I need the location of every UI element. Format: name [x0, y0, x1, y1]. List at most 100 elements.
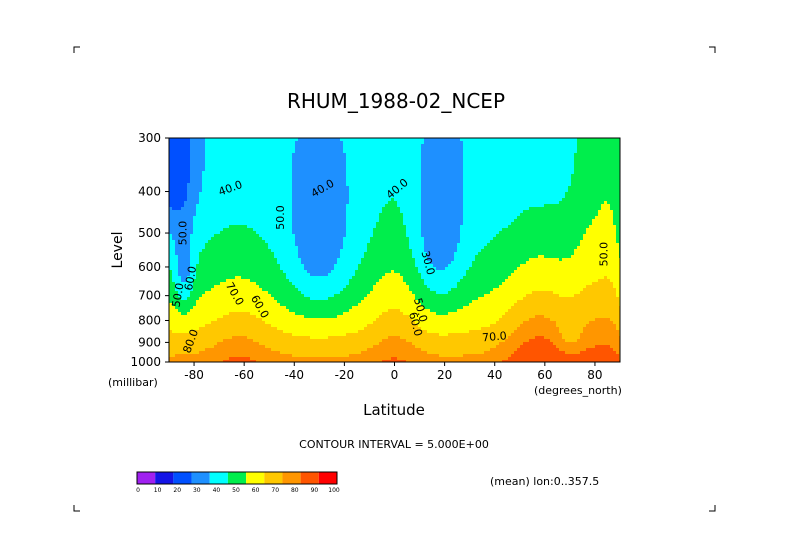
- contour-cell: [319, 231, 322, 234]
- contour-cell: [271, 351, 274, 354]
- contour-cell: [181, 324, 184, 327]
- contour-cell: [337, 252, 340, 255]
- contour-cell: [328, 249, 331, 252]
- contour-cell: [172, 267, 175, 270]
- contour-cell: [214, 222, 217, 225]
- contour-cell: [169, 321, 172, 324]
- contour-cell: [355, 327, 358, 330]
- contour-cell: [313, 183, 316, 186]
- contour-cell: [259, 318, 262, 321]
- contour-cell: [340, 348, 343, 351]
- contour-cell: [280, 180, 283, 183]
- contour-cell: [175, 342, 178, 345]
- contour-cell: [262, 159, 265, 162]
- contour-cell: [307, 285, 310, 288]
- contour-cell: [355, 354, 358, 357]
- contour-cell: [211, 138, 214, 141]
- contour-cell: [241, 144, 244, 147]
- contour-cell: [358, 267, 361, 270]
- contour-cell: [175, 270, 178, 273]
- contour-cell: [187, 153, 190, 156]
- contour-cell: [175, 261, 178, 264]
- contour-cell: [229, 207, 232, 210]
- contour-cell: [274, 258, 277, 261]
- contour-cell: [322, 318, 325, 321]
- contour-cell: [196, 231, 199, 234]
- contour-cell: [205, 288, 208, 291]
- contour-cell: [235, 354, 238, 357]
- contour-cell: [250, 216, 253, 219]
- contour-cell: [172, 219, 175, 222]
- contour-cell: [367, 243, 370, 246]
- contour-cell: [334, 162, 337, 165]
- contour-cell: [202, 177, 205, 180]
- contour-cell: [208, 306, 211, 309]
- contour-cell: [319, 360, 322, 362]
- contour-cell: [343, 165, 346, 168]
- contour-cell: [211, 213, 214, 216]
- contour-cell: [235, 285, 238, 288]
- contour-cell: [343, 249, 346, 252]
- contour-cell: [250, 222, 253, 225]
- contour-cell: [226, 192, 229, 195]
- contour-cell: [262, 267, 265, 270]
- contour-cell: [193, 162, 196, 165]
- contour-cell: [349, 282, 352, 285]
- contour-cell: [343, 219, 346, 222]
- contour-cell: [277, 306, 280, 309]
- contour-cell: [229, 192, 232, 195]
- contour-cell: [244, 321, 247, 324]
- contour-cell: [196, 225, 199, 228]
- contour-cell: [187, 159, 190, 162]
- contour-cell: [265, 201, 268, 204]
- contour-cell: [169, 231, 172, 234]
- contour-cell: [187, 360, 190, 362]
- contour-cell: [283, 201, 286, 204]
- contour-cell: [205, 192, 208, 195]
- contour-cell: [319, 153, 322, 156]
- contour-cell: [214, 147, 217, 150]
- contour-cell: [274, 174, 277, 177]
- contour-cell: [265, 288, 268, 291]
- contour-cell: [301, 336, 304, 339]
- contour-cell: [199, 219, 202, 222]
- contour-cell: [220, 282, 223, 285]
- contour-cell: [220, 324, 223, 327]
- contour-cell: [298, 354, 301, 357]
- contour-cell: [304, 252, 307, 255]
- contour-cell: [235, 300, 238, 303]
- contour-cell: [298, 288, 301, 291]
- contour-cell: [271, 138, 274, 141]
- contour-cell: [232, 138, 235, 141]
- contour-cell: [250, 360, 253, 362]
- contour-cell: [334, 171, 337, 174]
- contour-cell: [178, 201, 181, 204]
- contour-cell: [232, 255, 235, 258]
- contour-cell: [295, 243, 298, 246]
- contour-cell: [253, 141, 256, 144]
- contour-cell: [250, 261, 253, 264]
- contour-cell: [193, 156, 196, 159]
- contour-cell: [292, 324, 295, 327]
- contour-cell: [295, 165, 298, 168]
- contour-cell: [229, 300, 232, 303]
- contour-cell: [235, 327, 238, 330]
- contour-cell: [181, 360, 184, 362]
- contour-cell: [193, 225, 196, 228]
- contour-cell: [343, 288, 346, 291]
- contour-cell: [313, 267, 316, 270]
- contour-cell: [301, 180, 304, 183]
- contour-cell: [229, 312, 232, 315]
- contour-cell: [307, 351, 310, 354]
- contour-cell: [247, 348, 250, 351]
- contour-cell: [283, 204, 286, 207]
- contour-cell: [343, 171, 346, 174]
- contour-cell: [295, 294, 298, 297]
- contour-cell: [325, 282, 328, 285]
- contour-cell: [310, 156, 313, 159]
- contour-cell: [259, 342, 262, 345]
- contour-cell: [205, 243, 208, 246]
- contour-cell: [211, 228, 214, 231]
- contour-cell: [346, 222, 349, 225]
- contour-cell: [190, 279, 193, 282]
